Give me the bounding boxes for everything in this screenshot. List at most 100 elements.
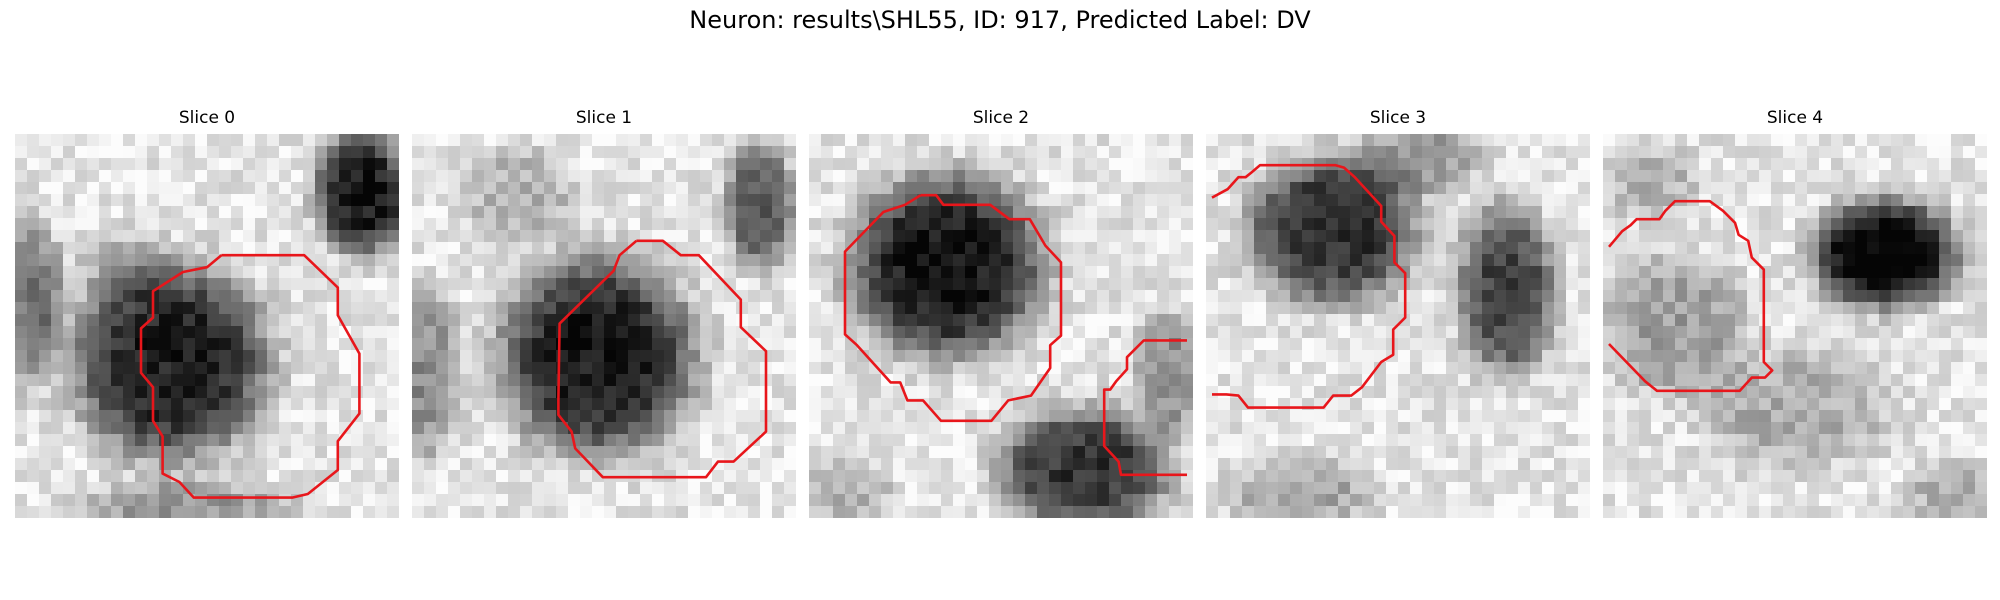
pixel-cell	[1422, 374, 1434, 386]
pixel-cell	[243, 350, 255, 362]
pixel-cell	[1338, 338, 1350, 350]
pixel-cell	[1903, 362, 1915, 374]
pixel-cell	[1061, 398, 1073, 410]
pixel-cell	[520, 422, 532, 434]
pixel-cell	[436, 134, 448, 146]
pixel-cell	[1206, 470, 1218, 482]
pixel-cell	[1795, 398, 1807, 410]
pixel-cell	[1266, 278, 1278, 290]
pixel-cell	[1675, 338, 1687, 350]
pixel-cell	[99, 506, 111, 518]
pixel-cell	[219, 434, 231, 446]
pixel-cell	[279, 182, 291, 194]
pixel-cell	[1831, 134, 1843, 146]
pixel-cell	[1037, 482, 1049, 494]
pixel-cell	[1085, 494, 1097, 506]
pixel-cell	[1013, 482, 1025, 494]
pixel-cell	[147, 134, 159, 146]
pixel-cell	[640, 446, 652, 458]
pixel-cell	[520, 494, 532, 506]
pixel-cell	[1759, 230, 1771, 242]
pixel-cell	[1975, 434, 1987, 446]
pixel-cell	[1218, 218, 1230, 230]
pixel-cell	[1326, 326, 1338, 338]
pixel-cell	[1398, 194, 1410, 206]
pixel-cell	[965, 494, 977, 506]
pixel-cell	[941, 338, 953, 350]
pixel-cell	[1386, 470, 1398, 482]
pixel-cell	[135, 242, 147, 254]
pixel-cell	[1001, 470, 1013, 482]
pixel-cell	[1578, 506, 1590, 518]
pixel-cell	[1771, 410, 1783, 422]
pixel-cell	[1843, 278, 1855, 290]
pixel-cell	[351, 230, 363, 242]
pixel-cell	[1085, 170, 1097, 182]
pixel-cell	[941, 482, 953, 494]
pixel-cell	[508, 362, 520, 374]
pixel-cell	[628, 506, 640, 518]
pixel-cell	[1771, 446, 1783, 458]
pixel-cell	[111, 218, 123, 230]
pixel-cell	[243, 242, 255, 254]
pixel-cell	[809, 506, 821, 518]
pixel-cell	[460, 302, 472, 314]
pixel-cell	[315, 494, 327, 506]
pixel-cell	[1771, 194, 1783, 206]
pixel-cell	[1855, 290, 1867, 302]
pixel-cell	[1097, 158, 1109, 170]
pixel-cell	[75, 386, 87, 398]
pixel-cell	[604, 290, 616, 302]
pixel-cell	[1326, 218, 1338, 230]
pixel-cell	[496, 326, 508, 338]
pixel-cell	[652, 326, 664, 338]
pixel-cell	[1434, 362, 1446, 374]
pixel-cell	[375, 374, 387, 386]
pixel-cell	[412, 362, 424, 374]
pixel-cell	[1326, 374, 1338, 386]
pixel-cell	[1578, 434, 1590, 446]
pixel-cell	[135, 170, 147, 182]
pixel-cell	[508, 218, 520, 230]
pixel-cell	[989, 386, 1001, 398]
pixel-cell	[869, 158, 881, 170]
pixel-cell	[1169, 278, 1181, 290]
pixel-cell	[1651, 374, 1663, 386]
pixel-cell	[111, 338, 123, 350]
pixel-cell	[556, 194, 568, 206]
pixel-cell	[941, 302, 953, 314]
pixel-cell	[375, 338, 387, 350]
pixel-cell	[1939, 362, 1951, 374]
pixel-cell	[496, 194, 508, 206]
pixel-cell	[1975, 326, 1987, 338]
pixel-cell	[857, 506, 869, 518]
pixel-cell	[1867, 158, 1879, 170]
pixel-cell	[821, 434, 833, 446]
pixel-cell	[1554, 482, 1566, 494]
pixel-cell	[424, 194, 436, 206]
pixel-cell	[1145, 410, 1157, 422]
pixel-cell	[532, 506, 544, 518]
pixel-cell	[424, 410, 436, 422]
pixel-cell	[1747, 182, 1759, 194]
pixel-cell	[736, 374, 748, 386]
pixel-cell	[1398, 410, 1410, 422]
pixel-cell	[1603, 410, 1615, 422]
pixel-cell	[1542, 494, 1554, 506]
pixel-cell	[231, 266, 243, 278]
pixel-cell	[363, 266, 375, 278]
pixel-cell	[1723, 422, 1735, 434]
pixel-cell	[27, 314, 39, 326]
pixel-cell	[1639, 194, 1651, 206]
pixel-cell	[1735, 302, 1747, 314]
pixel-cell	[1482, 362, 1494, 374]
pixel-cell	[809, 482, 821, 494]
figure-title: Neuron: results\SHL55, ID: 917, Predicte…	[689, 6, 1311, 34]
pixel-cell	[15, 326, 27, 338]
pixel-cell	[1061, 278, 1073, 290]
pixel-cell	[1675, 374, 1687, 386]
pixel-cell	[1061, 386, 1073, 398]
pixel-cell	[1013, 254, 1025, 266]
pixel-cell	[1121, 494, 1133, 506]
pixel-cell	[267, 146, 279, 158]
